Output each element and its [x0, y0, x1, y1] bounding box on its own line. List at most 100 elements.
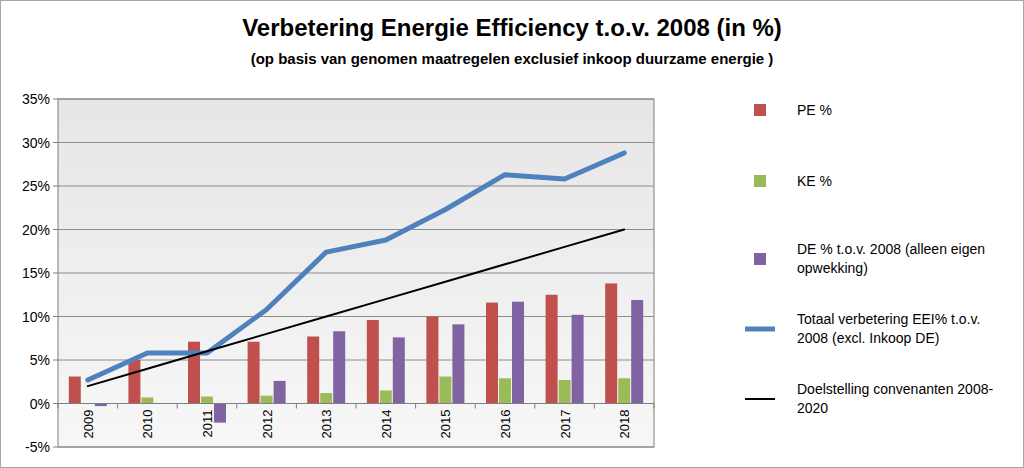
legend-swatch	[754, 175, 766, 187]
legend-label: DE % t.o.v. 2008 (alleen eigen opwekking…	[797, 240, 1015, 278]
bar	[141, 397, 153, 403]
x-tick	[415, 404, 416, 409]
x-tick	[236, 404, 237, 409]
y-tick	[53, 316, 58, 317]
bar	[393, 337, 405, 403]
bar	[307, 337, 319, 404]
legend-label: PE %	[797, 101, 1015, 120]
y-tick	[53, 273, 58, 274]
chart-svg: Verbetering Energie Efficiency t.o.v. 20…	[0, 0, 1024, 468]
x-tick	[654, 404, 655, 409]
bar	[572, 315, 584, 404]
y-tick	[53, 403, 58, 404]
legend-key-svg	[745, 249, 775, 269]
grid-line	[58, 142, 654, 143]
legend-label: Totaal verbetering EEI% t.o.v. 2008 (exc…	[797, 310, 1015, 348]
y-tick	[53, 186, 58, 187]
bar	[605, 283, 617, 403]
bar	[559, 380, 571, 403]
x-tick-label: 2018	[617, 410, 632, 439]
x-tick-label: 2017	[558, 410, 573, 439]
bar	[333, 331, 345, 403]
legend-swatch	[754, 253, 766, 265]
legend-label: KE %	[797, 172, 1015, 191]
bar	[618, 378, 630, 403]
x-tick-label: 2012	[260, 410, 275, 439]
y-tick	[53, 142, 58, 143]
legend-key	[745, 100, 775, 120]
y-tick	[53, 99, 58, 100]
bar	[367, 320, 379, 404]
bar	[452, 324, 464, 403]
title: Verbetering Energie Efficiency t.o.v. 20…	[242, 14, 782, 41]
bar	[512, 302, 524, 404]
x-tick-label: 2009	[81, 410, 96, 439]
legend-key	[745, 389, 775, 409]
legend-line	[745, 327, 775, 332]
x-tick-label: 2013	[319, 410, 334, 439]
legend-label: Doelstelling convenanten 2008-2020	[797, 380, 1015, 418]
grid-line	[58, 229, 654, 230]
bar	[380, 390, 392, 403]
y-tick-label: 5%	[30, 352, 50, 368]
bar	[128, 360, 140, 404]
bar	[261, 396, 273, 404]
x-tick-label: 2015	[438, 410, 453, 439]
line-series	[88, 230, 624, 387]
x-tick	[534, 404, 535, 409]
bar	[546, 295, 558, 404]
bar	[426, 317, 438, 404]
bar	[320, 393, 332, 403]
plot-area	[58, 99, 654, 447]
legend-item: PE %	[745, 100, 1015, 120]
x-tick	[177, 404, 178, 409]
x-tick	[296, 404, 297, 409]
legend-key	[745, 171, 775, 191]
subtitle: (op basis van genomen maatregelen exclus…	[251, 50, 774, 67]
grid-line	[58, 360, 654, 361]
y-tick-label: 35%	[22, 91, 50, 107]
bar	[214, 404, 226, 423]
grid-line	[58, 186, 654, 187]
grid-line	[58, 447, 654, 448]
grid-line	[58, 273, 654, 274]
line-series	[88, 153, 624, 380]
bar	[248, 342, 260, 404]
bar	[439, 377, 451, 404]
x-tick-label: 2011	[200, 410, 215, 438]
legend-key	[745, 249, 775, 269]
legend-key	[745, 319, 775, 339]
x-tick	[594, 404, 595, 409]
y-tick-label: 30%	[22, 135, 50, 151]
bar	[69, 377, 81, 404]
chart-root: {"chart_data": { "type": "bar", "title":…	[0, 0, 1024, 468]
y-tick	[53, 360, 58, 361]
x-tick	[58, 404, 59, 409]
bar	[631, 300, 643, 404]
legend-key-svg	[745, 389, 775, 409]
y-tick	[53, 447, 58, 448]
grid-line	[58, 99, 654, 100]
x-tick	[475, 404, 476, 409]
legend-item: KE %	[745, 171, 1015, 191]
y-tick-label: 20%	[22, 222, 50, 238]
legend-key-svg	[745, 100, 775, 120]
marks	[69, 153, 643, 423]
grid-line	[58, 316, 654, 317]
legend-key-svg	[745, 319, 775, 339]
bar	[201, 397, 213, 404]
y-tick-label: 0%	[30, 396, 50, 412]
bar	[499, 378, 511, 403]
y-tick-label: 15%	[22, 265, 50, 281]
outer-frame	[1, 1, 1024, 468]
legend-item: Totaal verbetering EEI% t.o.v. 2008 (exc…	[745, 310, 1015, 348]
y-tick-label: 10%	[22, 309, 50, 325]
x-tick-label: 2010	[140, 410, 155, 439]
x-tick-label: 2016	[498, 410, 513, 439]
x-tick	[117, 404, 118, 409]
legend-swatch	[754, 104, 766, 116]
legend-key-svg	[745, 171, 775, 191]
legend-line	[745, 398, 775, 400]
legend-item: DE % t.o.v. 2008 (alleen eigen opwekking…	[745, 240, 1015, 278]
bar	[274, 381, 286, 404]
